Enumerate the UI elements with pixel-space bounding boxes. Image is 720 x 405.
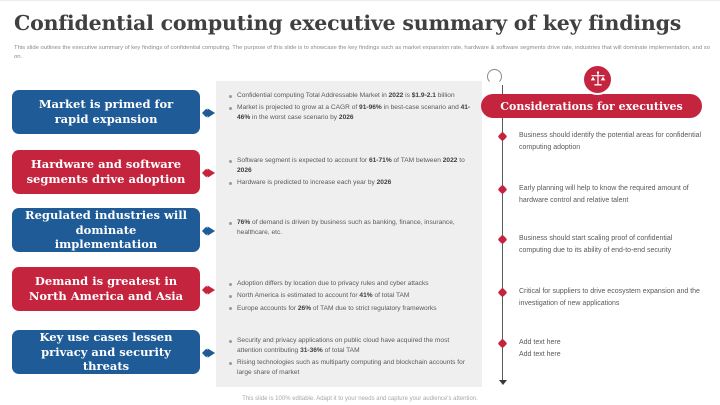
bullet-marker [229,294,232,298]
finding-box-label: Regulated industries will dominate imple… [25,207,187,252]
finding-box-label: Market is primed for rapid expansion [38,97,174,126]
finding-bullet: Market is projected to grow at a CAGR of… [229,103,475,123]
finding-bullet: Europe accounts for 26% of TAM due to st… [229,304,475,314]
connector-arrow-icon [201,107,216,119]
connector-arrow-icon [201,347,216,359]
finding-box-1[interactable]: Market is primed for rapid expansion [12,90,200,134]
finding-bullet: 76% of demand is driven by business such… [229,218,475,238]
finding-box-label: Hardware and software segments drive ado… [26,157,186,186]
considerations-header[interactable]: Considerations for executives [481,94,702,118]
finding-box-4[interactable]: Demand is greatest in North America and … [12,267,200,311]
timeline-curl [487,69,502,84]
consideration-item-5: Add text here Add text here [519,339,561,358]
findings-bullet-group-1: Confidential computing Total Addressable… [229,91,475,126]
consideration-item-1: Business should identify the potential a… [519,132,702,151]
timeline-arrow-end-icon [499,380,507,385]
page-title: Confidential computing executive summary… [14,11,682,35]
finding-box-5[interactable]: Key use cases lessen privacy and securit… [12,330,200,374]
finding-box-3[interactable]: Regulated industries will dominate imple… [12,208,200,252]
finding-bullet: Adoption differs by location due to priv… [229,279,475,289]
finding-bullet: Security and privacy applications on pub… [229,336,475,356]
findings-bullet-group-3: 76% of demand is driven by business such… [229,218,475,240]
bullet-marker [229,94,232,98]
consideration-item-2: Early planning will help to know the req… [519,185,689,204]
bullet-marker [229,307,232,311]
bullet-marker [229,339,232,343]
timeline-node-icon [497,184,508,195]
connector-arrow-icon [201,284,216,296]
finding-box-label: Key use cases lessen privacy and securit… [39,329,173,374]
findings-panel [216,81,482,387]
finding-box-label: Demand is greatest in North America and … [28,274,184,303]
consideration-item-3: Business should start scaling proof of c… [519,235,673,254]
bullet-marker [229,282,232,286]
bullet-marker [229,181,232,185]
findings-bullet-group-5: Security and privacy applications on pub… [229,336,475,381]
connector-arrow-icon [201,225,216,237]
finding-bullet: Hardware is predicted to increase each y… [229,178,475,188]
bullet-marker [229,361,232,365]
timeline-node-icon [497,338,508,349]
findings-bullet-group-4: Adoption differs by location due to priv… [229,279,475,316]
timeline-node-icon [497,131,508,142]
finding-bullet: Software segment is expected to account … [229,156,475,176]
finding-box-2[interactable]: Hardware and software segments drive ado… [12,150,200,194]
bullet-marker [229,221,232,225]
finding-bullet: Confidential computing Total Addressable… [229,91,475,101]
consideration-item-4: Critical for suppliers to drive ecosyste… [519,288,700,307]
connector-arrow-icon [201,167,216,179]
subtitle: This slide outlines the executive summar… [14,45,710,60]
findings-bullet-group-2: Software segment is expected to account … [229,156,475,191]
timeline-line [502,85,504,381]
finding-bullet: Rising technologies such as multiparty c… [229,358,475,378]
footer-note: This slide is 100% editable. Adapt it to… [242,396,478,402]
scales-of-justice-icon [582,64,613,95]
timeline-node-icon [497,287,508,298]
timeline-node-icon [497,234,508,245]
bullet-marker [229,106,232,110]
bullet-marker [229,159,232,163]
finding-bullet: North America is estimated to account fo… [229,291,475,301]
